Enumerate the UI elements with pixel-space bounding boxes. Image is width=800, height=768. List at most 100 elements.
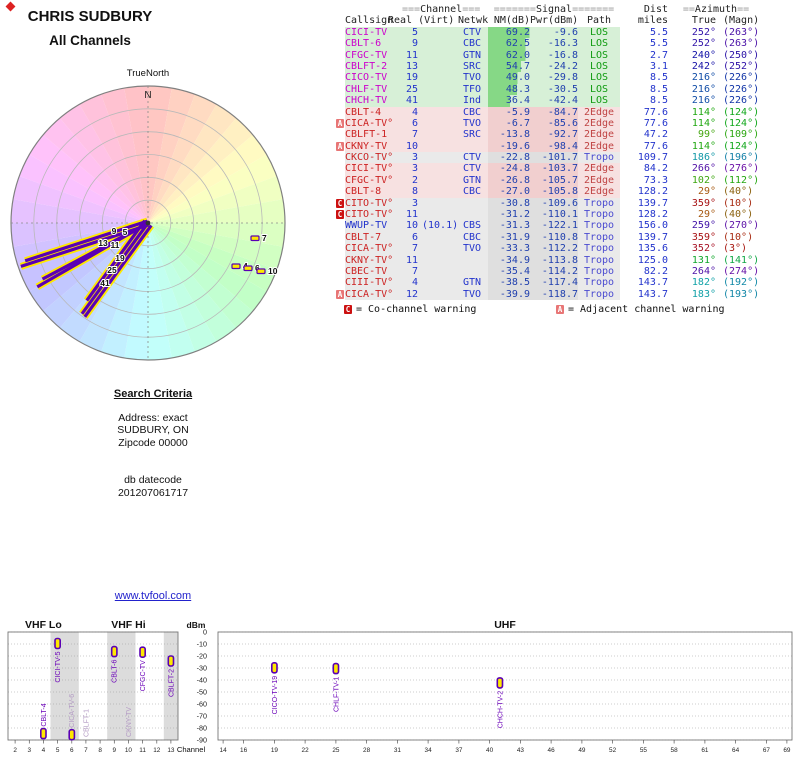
cell-network: CBC <box>458 231 488 244</box>
cell-az-magn: (124°) <box>723 117 760 129</box>
table-group-header-row: ===Channel=== =======Signal======= Dist ==A… <box>336 4 768 15</box>
warning-badge: C <box>336 210 344 220</box>
table-row: A CICA-TV° 6 TVO -6.7 -85.6 2Edge 77.6 114° (124°… <box>336 117 768 130</box>
cell-az-magn: (124°) <box>723 106 760 118</box>
band-label: VHF Hi <box>111 619 146 631</box>
cell-pwr: -109.6 <box>530 197 578 210</box>
cell-channel: 6 <box>402 231 418 244</box>
cell-pwr: -114.2 <box>530 265 578 278</box>
warning-badge: C <box>336 198 344 208</box>
group-header-channel: ===Channel=== <box>402 4 481 15</box>
station-marker <box>270 661 278 674</box>
cell-virtual <box>418 254 458 267</box>
cell-callsign: CBLFT-1 <box>345 129 402 141</box>
x-tick-label: 46 <box>548 747 556 754</box>
cell-network: TVO <box>458 288 488 301</box>
cell-path: Tropo <box>578 254 620 267</box>
legend-cochannel-text: = Co-channel warning <box>356 304 477 315</box>
db-datecode-value: 201207061717 <box>117 486 189 499</box>
cell-channel: 7 <box>402 243 418 255</box>
cell-virtual: (10.1) <box>418 220 458 232</box>
cell-az-magn: (250°) <box>723 49 760 61</box>
x-tick-label: 10 <box>125 747 133 754</box>
legend-cochannel: C = Co-channel warning <box>344 304 476 315</box>
warning-cell: C <box>336 209 345 221</box>
table-row: CBLFT-2 13 SRC 54.7 -24.2 LOS 3.1 242° (252°) <box>336 60 768 73</box>
warning-badge: A <box>336 141 344 151</box>
compass-sector <box>148 223 195 358</box>
cell-miles: 143.7 <box>637 277 668 289</box>
cell-az-true: 252° <box>691 38 716 50</box>
compass-sector <box>43 118 148 223</box>
cell-callsign: CICA-TV° <box>345 243 402 255</box>
cell-az-true: 186° <box>691 152 716 164</box>
compass-sector <box>148 199 285 223</box>
cell-path: LOS <box>578 95 620 107</box>
column-header-true: True <box>691 15 716 27</box>
column-header-netwk: Netwk <box>458 15 489 27</box>
spoke-channel-label: 41 <box>100 278 110 288</box>
cell-az-magn: (196°) <box>723 152 760 164</box>
search-criteria: Search Criteria Address: exact SUDBURY, … <box>76 388 230 499</box>
signal-spoke <box>80 222 150 315</box>
x-tick-label: 64 <box>732 747 740 754</box>
cell-az-true: 114° <box>691 140 716 152</box>
cell-callsign: CICO-TV <box>345 72 402 84</box>
cell-nm: -19.6 <box>488 140 530 153</box>
cell-az-true: 114° <box>691 117 716 129</box>
cell-nm: -30.8 <box>488 197 530 210</box>
y-tick-label: 0 <box>203 628 207 637</box>
compass-sector <box>101 88 148 223</box>
cell-callsign: CBLFT-2 <box>345 60 402 73</box>
signal-table: ===Channel=== =======Signal======= Dist ==A… <box>336 4 768 301</box>
cell-pwr: -92.7 <box>530 129 578 141</box>
cell-channel: 3 <box>402 197 418 210</box>
warning-cell <box>336 232 345 244</box>
cell-virtual <box>418 26 458 39</box>
station-label: CICI-TV-5 <box>55 651 62 682</box>
station-label: CBLFT-2 <box>168 669 175 697</box>
table-row: CBLT-4 4 CBC -5.9 -84.7 2Edge 77.6 114° (124°) <box>336 106 768 119</box>
cell-miles: 77.6 <box>643 140 668 152</box>
table-row: WWUP-TV 10 (10.1) CBS -31.3 -122.1 Tropo 156.0 2… <box>336 220 768 232</box>
tvfool-link[interactable]: www.tvfool.com <box>114 590 192 602</box>
x-tick-label: 22 <box>302 747 310 754</box>
cell-pwr: -98.4 <box>530 140 578 153</box>
station-marker <box>332 662 340 675</box>
cell-miles: 77.6 <box>643 106 668 118</box>
cell-network <box>458 254 488 267</box>
cell-path: Tropo <box>578 277 620 289</box>
cell-virtual <box>418 83 458 96</box>
search-city: SUDBURY, ON <box>117 424 189 436</box>
station-label: CHLF-TV-1 <box>333 677 340 713</box>
cell-network: CTV <box>458 26 488 39</box>
table-row: CBLT-8 8 CBC -27.0 -105.8 2Edge 128.2 29° (40°) <box>336 186 768 198</box>
cell-network: Ind <box>458 95 488 107</box>
search-criteria-title: Search Criteria <box>113 388 193 400</box>
x-tick-label: 7 <box>84 747 88 754</box>
cell-nm: 62.5 <box>488 38 530 50</box>
weak-station-marker <box>231 263 241 270</box>
cell-az-magn: (193°) <box>723 288 760 300</box>
cell-az-magn: (226°) <box>723 95 760 107</box>
cell-az-true: 131° <box>691 254 716 266</box>
cell-channel: 2 <box>402 174 418 187</box>
x-tick-label: 19 <box>271 747 279 754</box>
cell-virtual <box>418 163 458 175</box>
station-marker <box>496 677 504 689</box>
cell-nm: 62.0 <box>488 49 530 62</box>
band-label: UHF <box>494 619 516 631</box>
column-header-nm: NM(dB) <box>493 15 530 27</box>
cell-callsign: CHCH-TV <box>345 95 402 107</box>
spoke-channel-label: 25 <box>107 265 117 275</box>
column-header-pwr: Pwr(dBm) <box>530 15 579 27</box>
x-tick-label: 43 <box>517 747 525 754</box>
cell-virtual <box>418 49 458 62</box>
warning-cell <box>336 61 345 73</box>
vhf-panel <box>7 631 179 741</box>
weak-station-channel-label: 10 <box>268 266 278 276</box>
cell-az-magn: (270°) <box>723 220 760 232</box>
signal-spoke <box>83 224 153 318</box>
cell-network: TVO <box>458 243 488 255</box>
cell-az-magn: (141°) <box>723 254 760 266</box>
